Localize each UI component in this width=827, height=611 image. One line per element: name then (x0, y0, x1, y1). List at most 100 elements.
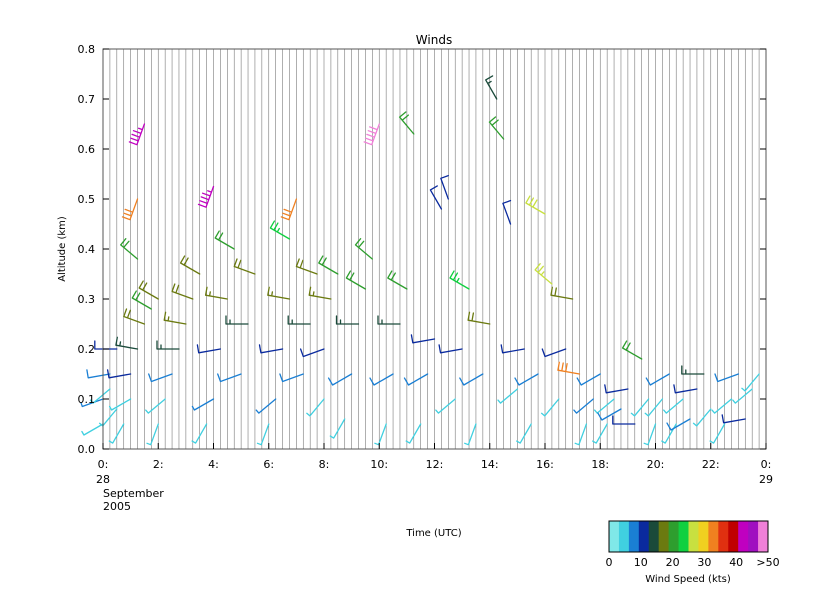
wind-barb (327, 373, 353, 386)
wind-barb (196, 344, 222, 354)
wind-barb (604, 384, 629, 394)
colorbar-frame (608, 520, 769, 553)
x-axis: 0: 2: 4: 6: 8: 10: 12: 14: 16: 18: 20: 22: 0: (98, 443, 771, 471)
wind-barb (146, 423, 159, 446)
wind-barb (197, 185, 215, 208)
wind-barb (464, 423, 477, 446)
colorbar-swatch (628, 521, 640, 552)
colorbar-swatch (698, 521, 709, 552)
wind-barb (630, 398, 650, 417)
colorbar-swatch (648, 521, 660, 552)
start-day-label: 28 (96, 473, 110, 486)
wind-barb (644, 398, 664, 417)
wind-barb (295, 258, 318, 275)
x-tick-label: 4: (208, 458, 219, 471)
wind-speed-colorbar (609, 521, 769, 552)
colorbar-swatch (758, 521, 769, 552)
colorbar-swatch (668, 521, 680, 552)
wind-barb (108, 398, 132, 411)
wind-barb (191, 423, 208, 444)
x-tick-label: 18: (591, 458, 609, 471)
wind-barb (179, 255, 201, 275)
colorbar-tick-label: 30 (697, 556, 711, 569)
x-tick-label: 22: (702, 458, 720, 471)
x-tick-label: 16: (536, 458, 554, 471)
colorbar-tick-label: 10 (634, 556, 648, 569)
wind-barb (500, 344, 525, 354)
x-tick-label: 10: (370, 458, 388, 471)
wind-barb (574, 423, 588, 446)
colorbar-swatch (658, 521, 670, 552)
wind-barb (138, 280, 159, 300)
wind-barb (645, 373, 670, 386)
wind-barb (709, 423, 726, 444)
wind-barb (318, 255, 339, 275)
wind-barb (214, 230, 235, 250)
wind-barb (106, 369, 132, 379)
x-tick-label: 14: (481, 458, 499, 471)
x-axis-label: Time (UTC) (405, 528, 461, 539)
wind-barb (363, 123, 380, 146)
wind-barb (131, 290, 152, 310)
wind-barb (666, 418, 691, 431)
wind-barb (94, 340, 118, 350)
colorbar-swatch (738, 521, 749, 552)
wind-barb (497, 388, 519, 404)
colorbar-tick-labels: 0 10 20 30 40 >50 (606, 556, 780, 569)
wind-barb (573, 398, 594, 414)
end-day-label: 29 (759, 473, 773, 486)
wind-barb (89, 388, 111, 404)
wind-barb (377, 315, 401, 325)
wind-barb (329, 418, 346, 439)
wind-barb (593, 398, 615, 414)
wind-barb (233, 258, 256, 275)
wind-barb (98, 408, 118, 427)
y-tick-label: 0.2 (78, 343, 96, 356)
wind-barb (387, 270, 408, 290)
colorbar-swatch (718, 521, 729, 552)
wind-barb (525, 195, 546, 215)
colorbar-swatch (678, 521, 689, 552)
wind-barb (597, 408, 622, 421)
wind-barb (156, 340, 180, 350)
wind-barb (541, 348, 567, 358)
colorbar-swatch (618, 521, 630, 552)
wind-barb (369, 373, 394, 386)
wind-barb (661, 423, 677, 444)
wind-barb (681, 365, 705, 375)
wind-barb (171, 283, 194, 300)
wind-barb (502, 199, 512, 225)
wind-barb (398, 111, 415, 135)
wind-barb (308, 286, 332, 300)
wind-barb (714, 373, 740, 383)
wind-barb (269, 220, 291, 240)
colorbar-tick-label: 0 (606, 556, 613, 569)
x-tick-label: 6: (263, 458, 274, 471)
wind-barbs (80, 75, 760, 446)
wind-barb (467, 311, 491, 325)
wind-barb (516, 423, 532, 444)
wind-barb (557, 361, 581, 375)
wind-barb (514, 373, 539, 386)
wind-barb (204, 286, 228, 300)
wind-barb (217, 373, 242, 383)
wind-barb (721, 414, 746, 424)
chart-title: Winds (416, 33, 452, 47)
x-tick-label: 0: (98, 458, 109, 471)
wind-barb (256, 423, 270, 446)
colorbar-swatch (688, 521, 699, 552)
wind-barb (550, 286, 574, 300)
wind-barb (255, 398, 277, 414)
colorbar-swatch (609, 521, 620, 552)
wind-barb (612, 415, 636, 425)
wind-barb (191, 398, 215, 411)
wind-barb (280, 198, 298, 221)
wind-barb (299, 348, 325, 358)
wind-barb (121, 198, 139, 221)
x-tick-label: 12: (426, 458, 444, 471)
wind-barb (663, 398, 684, 414)
y-tick-label: 0.7 (78, 93, 96, 106)
y-tick-label: 0.0 (78, 443, 96, 456)
wind-barb (120, 238, 139, 260)
wind-barb (692, 408, 712, 427)
